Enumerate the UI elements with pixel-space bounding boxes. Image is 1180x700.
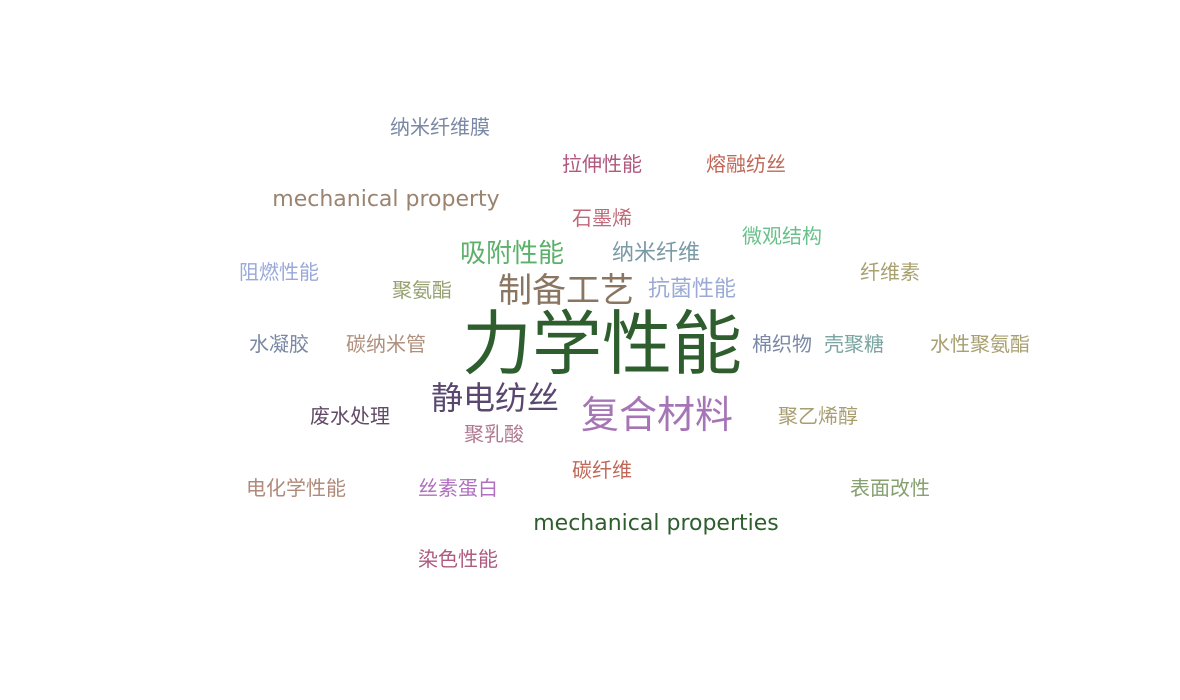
- word-nami-xianweimo: 纳米纤维膜: [390, 115, 490, 139]
- word-xifu-xingneng: 吸附性能: [459, 239, 565, 269]
- word-feishui-chuli: 废水处理: [310, 404, 390, 428]
- word-lashen-xingneng: 拉伸性能: [562, 152, 642, 176]
- word-mianzhiwu: 棉织物: [752, 332, 812, 356]
- word-juyixichun: 聚乙烯醇: [778, 404, 858, 428]
- word-kejutang: 壳聚糖: [824, 332, 884, 356]
- word-juanzhi: 聚氨酯: [392, 278, 452, 302]
- word-mechanical-property: mechanical property: [272, 187, 500, 212]
- word-tanxianwei: 碳纤维: [572, 458, 632, 482]
- word-fuhe-cailiao: 复合材料: [580, 393, 734, 437]
- word-biaomian-gaixing: 表面改性: [850, 476, 930, 500]
- word-weiguan-jiegou: 微观结构: [742, 224, 822, 248]
- word-xianweisu: 纤维素: [860, 260, 920, 284]
- word-lixue-xingneng: 力学性能: [462, 303, 742, 385]
- word-shimoxi: 石墨烯: [572, 206, 632, 230]
- word-sisu-danbai: 丝素蛋白: [418, 476, 498, 500]
- word-ranse-xingneng: 染色性能: [418, 547, 498, 571]
- word-jingdian-fangsi: 静电纺丝: [430, 379, 560, 417]
- word-dianhuaxue-xingneng: 电化学性能: [246, 476, 346, 500]
- word-rongrong-fangsi: 熔融纺丝: [706, 152, 786, 176]
- word-shuixing-juanzhi: 水性聚氨酯: [930, 332, 1030, 356]
- word-shuiningjiao: 水凝胶: [249, 332, 309, 356]
- word-jurusuan: 聚乳酸: [464, 422, 524, 446]
- word-nami-xianwei: 纳米纤维: [611, 241, 701, 266]
- word-tan-naminguan: 碳纳米管: [346, 332, 426, 356]
- word-zhibei-gongyi: 制备工艺: [498, 271, 634, 311]
- word-kangjun-xingneng: 抗菌性能: [647, 277, 737, 302]
- word-zuran-xingneng: 阻燃性能: [239, 260, 319, 284]
- word-mechanical-properties: mechanical properties: [533, 511, 779, 536]
